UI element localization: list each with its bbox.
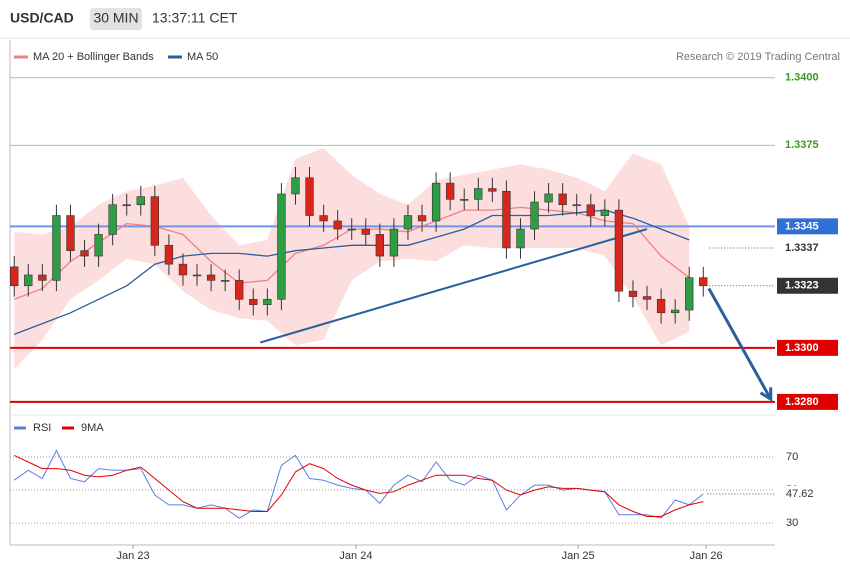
candle-body	[305, 177, 314, 216]
candle-body	[122, 204, 131, 207]
price-label-box	[777, 277, 838, 294]
candle-body	[375, 234, 385, 257]
candle-body	[192, 274, 202, 277]
candle-body	[656, 298, 666, 314]
indicator-line	[13, 454, 704, 517]
legend-label: MA 50	[187, 51, 218, 63]
candle-body	[586, 204, 595, 216]
candle-body	[474, 188, 483, 200]
candle-body	[291, 177, 300, 195]
candle-body	[38, 274, 47, 281]
candle-body	[403, 215, 413, 230]
level-label-box	[777, 218, 838, 235]
candle-body	[685, 277, 694, 311]
candle-body	[206, 274, 216, 281]
forecast-arrow	[707, 287, 773, 400]
candle-body	[108, 204, 117, 235]
x-tick-label: Jan 25	[562, 550, 595, 562]
symbol: USD/CAD	[10, 10, 74, 26]
candle-body	[417, 215, 427, 222]
candle-body	[670, 309, 680, 314]
candle-body	[94, 234, 103, 257]
level-label: 1.3300	[785, 342, 819, 354]
value-label-box	[777, 485, 838, 502]
candle-body	[431, 182, 441, 222]
level-label: 1.3345	[785, 220, 819, 232]
candle-body	[319, 215, 328, 222]
candle-body	[488, 188, 497, 192]
bollinger-band	[14, 148, 690, 370]
value-label: 47.62	[786, 488, 814, 500]
candle-body	[220, 280, 230, 282]
candle-body	[150, 196, 160, 246]
arrow-head	[759, 387, 773, 402]
candle-body	[178, 263, 188, 276]
candle-body	[460, 199, 469, 201]
y-tick-label: 70	[786, 451, 798, 463]
candle-body	[235, 280, 244, 300]
level-label: 1.3400	[785, 72, 819, 84]
x-tick-label: Jan 26	[690, 550, 723, 562]
price-label: 1.3337	[785, 242, 819, 254]
time: 13:37:11 CET	[152, 10, 238, 26]
candle-body	[277, 193, 286, 300]
level-label: 1.3375	[785, 139, 819, 151]
candle-body	[628, 290, 638, 297]
candle-body	[24, 274, 33, 287]
candle-body	[249, 298, 258, 305]
candle-body	[333, 220, 342, 230]
level-label: 1.3280	[785, 396, 819, 408]
candle-body	[600, 209, 610, 216]
candle-body	[164, 244, 174, 265]
level-label-box	[777, 393, 838, 410]
candle-body	[52, 215, 61, 281]
candle-body	[263, 298, 272, 305]
copyright: Research © 2019 Trading Central	[676, 51, 840, 63]
candle-body	[10, 266, 19, 287]
candle-body	[389, 228, 399, 257]
timeframe: 30 MIN	[93, 10, 138, 26]
trendline	[260, 228, 648, 344]
candle-body	[699, 277, 708, 287]
legend-label: MA 20 + Bollinger Bands	[33, 51, 154, 63]
candle-body	[572, 204, 581, 207]
candle-body	[642, 296, 652, 300]
candle-body	[445, 182, 455, 200]
legend-label: RSI	[33, 422, 51, 434]
candle-body	[502, 190, 511, 249]
candle-body	[136, 196, 145, 206]
candle-body	[614, 209, 624, 292]
candle-body	[80, 250, 89, 257]
candle-body	[347, 228, 356, 231]
x-tick-label: Jan 23	[117, 550, 150, 562]
level-label-box	[777, 339, 838, 356]
candle-body	[530, 201, 539, 230]
candle-body	[361, 228, 370, 235]
candle-body	[558, 193, 567, 206]
y-tick-label: 30	[786, 517, 798, 529]
x-tick-label: Jan 24	[339, 550, 372, 562]
price-label: 1.3323	[785, 280, 819, 292]
legend-label: 9MA	[81, 422, 104, 434]
timeframe-box	[90, 8, 142, 30]
candle-body	[516, 228, 525, 249]
candle-body	[66, 215, 75, 251]
candle-body	[544, 193, 553, 203]
